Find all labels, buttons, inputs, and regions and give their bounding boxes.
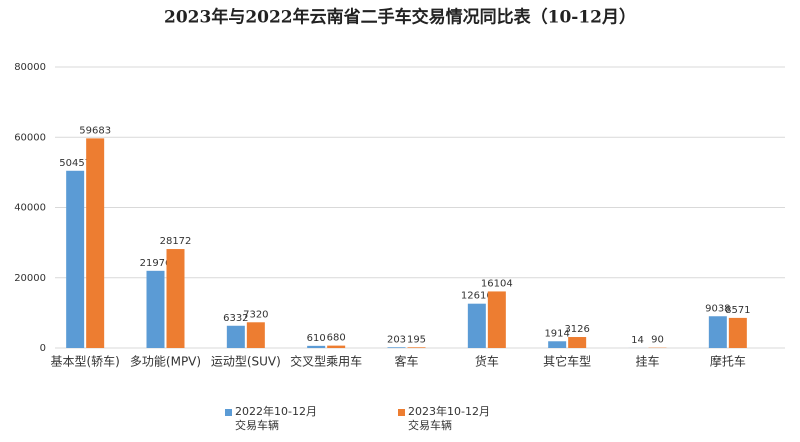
bar bbox=[66, 170, 85, 348]
data-label: 9038 bbox=[705, 303, 730, 314]
x-tick-label: 挂车 bbox=[635, 354, 659, 369]
data-label: 50457 bbox=[59, 158, 91, 169]
bar bbox=[487, 291, 506, 348]
data-label: 14 bbox=[631, 335, 644, 346]
data-label: 203 bbox=[387, 334, 406, 345]
x-tick-label: 基本型(轿车) bbox=[50, 354, 119, 369]
x-tick-label: 多功能(MPV) bbox=[130, 355, 201, 369]
y-tick-label: 60000 bbox=[14, 132, 46, 143]
bar bbox=[146, 270, 165, 348]
legend-swatch bbox=[398, 409, 405, 416]
x-tick-label: 运动型(SUV) bbox=[211, 355, 281, 369]
data-label: 12616 bbox=[461, 291, 493, 302]
data-label: 21976 bbox=[140, 258, 172, 269]
y-tick-label: 20000 bbox=[14, 273, 46, 284]
x-tick-label: 摩托车 bbox=[710, 354, 746, 369]
legend-label: 2022年10-12月交易车辆 bbox=[235, 405, 317, 432]
x-tick-label: 客车 bbox=[394, 354, 418, 369]
bar bbox=[467, 303, 486, 348]
y-tick-label: 80000 bbox=[14, 62, 46, 73]
data-label: 7320 bbox=[243, 309, 268, 320]
x-tick-label: 交叉型乘用车 bbox=[290, 354, 362, 369]
legend-swatch bbox=[225, 409, 232, 416]
legend-item: 2022年10-12月交易车辆 bbox=[235, 405, 317, 432]
data-label: 1914 bbox=[544, 328, 569, 339]
legend-item: 2023年10-12月交易车辆 bbox=[408, 405, 490, 432]
x-tick-label: 其它车型 bbox=[543, 354, 591, 369]
data-label: 3126 bbox=[564, 324, 589, 335]
data-label: 8571 bbox=[725, 305, 750, 316]
bar bbox=[246, 322, 265, 348]
bar bbox=[548, 341, 567, 348]
bar bbox=[407, 347, 426, 348]
bar bbox=[226, 325, 245, 348]
bar bbox=[387, 347, 406, 348]
bar bbox=[86, 138, 105, 348]
data-label: 28172 bbox=[160, 236, 192, 247]
data-label: 610 bbox=[307, 333, 326, 344]
bar bbox=[708, 316, 727, 348]
data-label: 195 bbox=[407, 334, 426, 345]
x-tick-label: 货车 bbox=[475, 354, 499, 369]
data-label: 90 bbox=[651, 335, 664, 346]
legend-label: 2023年10-12月交易车辆 bbox=[408, 405, 490, 432]
y-tick-label: 0 bbox=[40, 343, 46, 354]
bar bbox=[307, 345, 326, 348]
chart-title: 2023年与2022年云南省二手车交易情况同比表（10-12月） bbox=[164, 7, 636, 28]
data-label: 16104 bbox=[481, 278, 513, 289]
bar bbox=[166, 249, 185, 348]
bar bbox=[728, 317, 747, 348]
bar bbox=[568, 337, 587, 348]
y-tick-label: 40000 bbox=[14, 203, 46, 214]
data-label: 6332 bbox=[223, 313, 248, 324]
data-label: 59683 bbox=[79, 125, 111, 136]
bar bbox=[327, 345, 346, 348]
data-label: 680 bbox=[327, 333, 346, 344]
